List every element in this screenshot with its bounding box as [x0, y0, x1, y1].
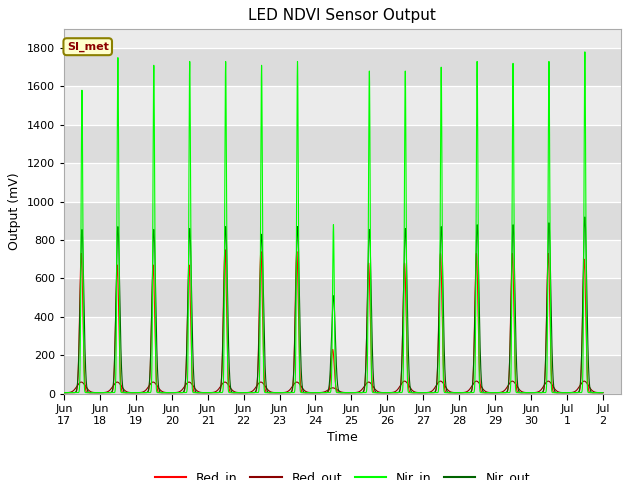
Legend: Red_in, Red_out, Nir_in, Nir_out: Red_in, Red_out, Nir_in, Nir_out: [150, 467, 535, 480]
Bar: [64, 317, 621, 355]
Bar: [64, 86, 621, 125]
Y-axis label: Output (mV): Output (mV): [8, 172, 21, 250]
Bar: [64, 163, 621, 202]
Text: SI_met: SI_met: [67, 42, 109, 52]
Bar: [64, 10, 621, 48]
Bar: [64, 240, 621, 278]
X-axis label: Time: Time: [327, 431, 358, 444]
Title: LED NDVI Sensor Output: LED NDVI Sensor Output: [248, 9, 436, 24]
